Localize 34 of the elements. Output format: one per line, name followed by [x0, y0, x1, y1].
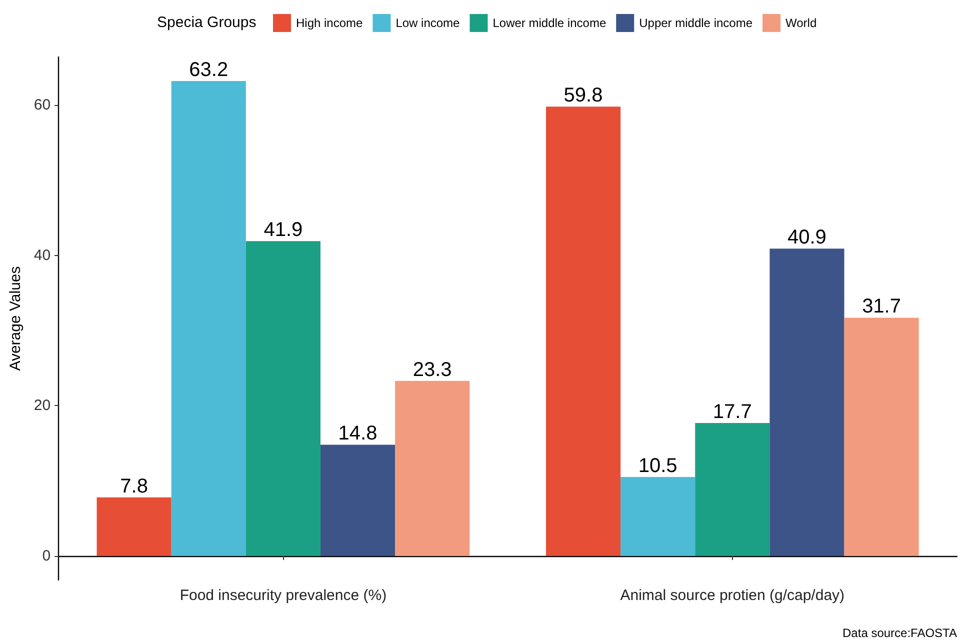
bar [546, 106, 621, 556]
bar [770, 248, 844, 556]
y-tick-label: 20 [34, 397, 51, 414]
data-label: 59.8 [564, 84, 603, 107]
bar [320, 444, 396, 556]
legend-label: Low income [396, 16, 460, 30]
source-note: Data source:FAOSTA [842, 626, 958, 640]
legend-label: Upper middle income [639, 16, 753, 30]
data-label: 23.3 [412, 358, 452, 381]
legend-label: High income [296, 16, 364, 30]
bar [171, 81, 246, 556]
data-label: 41.9 [264, 219, 303, 242]
y-tick-label: 0 [42, 547, 51, 564]
y-axis-title: Average Values [7, 266, 24, 371]
data-label: 10.5 [638, 455, 678, 478]
data-label: 63.2 [189, 59, 228, 82]
data-label: 17.7 [712, 400, 752, 423]
x-tick-label: Food insecurity prevalence (%) [180, 587, 387, 604]
bar [246, 241, 320, 556]
data-label: 40.9 [787, 226, 826, 249]
x-tick-label: Animal source protien (g/cap/day) [620, 587, 845, 604]
bar [620, 477, 696, 556]
y-tick-label: 40 [34, 246, 51, 264]
bar [96, 497, 172, 556]
bar [695, 422, 770, 556]
data-label: 14.8 [338, 422, 378, 445]
legend-label: World [786, 16, 817, 30]
data-label: 7.8 [120, 475, 148, 498]
data-label: 31.7 [862, 296, 901, 318]
bar [844, 318, 919, 556]
legend-title: Specia Groups [157, 14, 256, 31]
y-tick-label: 60 [34, 96, 51, 114]
bar [395, 380, 470, 556]
legend-label: Lower middle income [492, 16, 606, 30]
